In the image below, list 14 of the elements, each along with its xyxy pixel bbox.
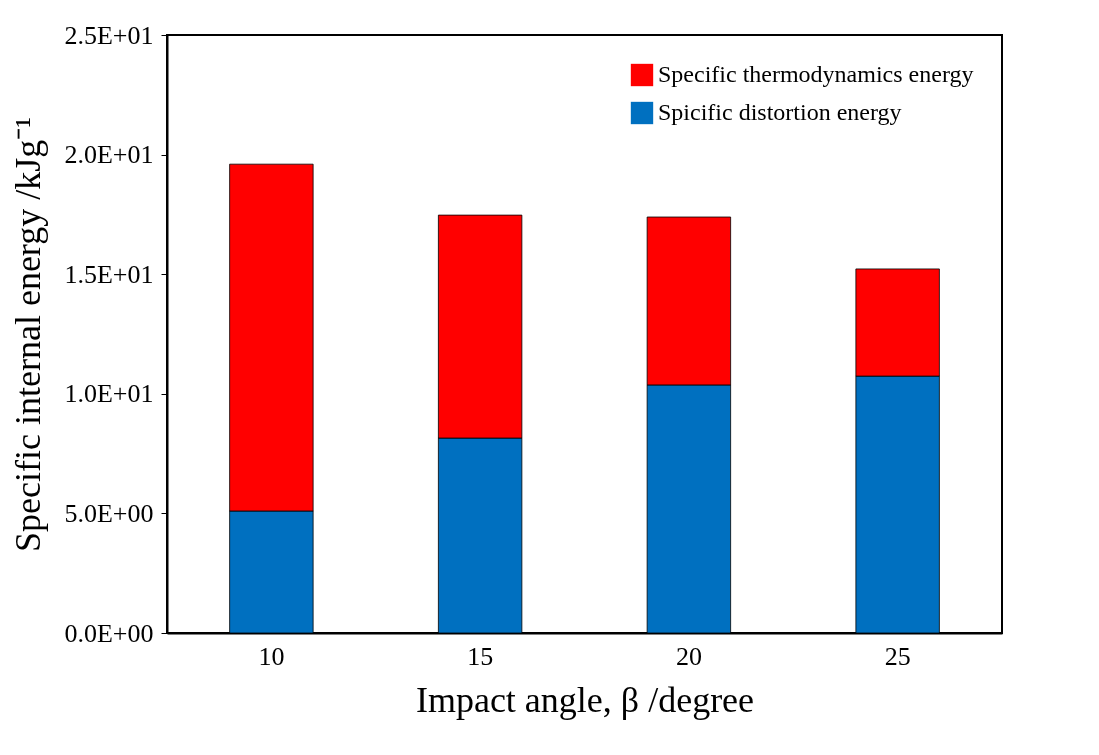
x-axis-title: Impact angle, β /degree [415, 679, 755, 720]
x-tick-label: 25 [884, 641, 911, 671]
x-tick-label: 15 [467, 641, 494, 671]
y-tick-label: 5.0E+00 [64, 498, 154, 528]
y-tick-label: 0.0E+00 [64, 618, 154, 648]
y-tick-label: 1.5E+01 [64, 259, 154, 289]
y-axis-title: Specific internal energy /kJg⁻¹ [8, 117, 49, 552]
y-tick-label: 2.0E+01 [64, 140, 154, 170]
x-tick-label: 10 [258, 641, 285, 671]
y-tick-label: 1.0E+01 [64, 379, 154, 409]
legend-label: Spicific distortion energy [658, 99, 902, 125]
legend-label: Specific thermodynamics energy [658, 61, 974, 87]
y-tick-label: 2.5E+01 [64, 20, 154, 50]
x-tick-label: 20 [675, 641, 702, 671]
